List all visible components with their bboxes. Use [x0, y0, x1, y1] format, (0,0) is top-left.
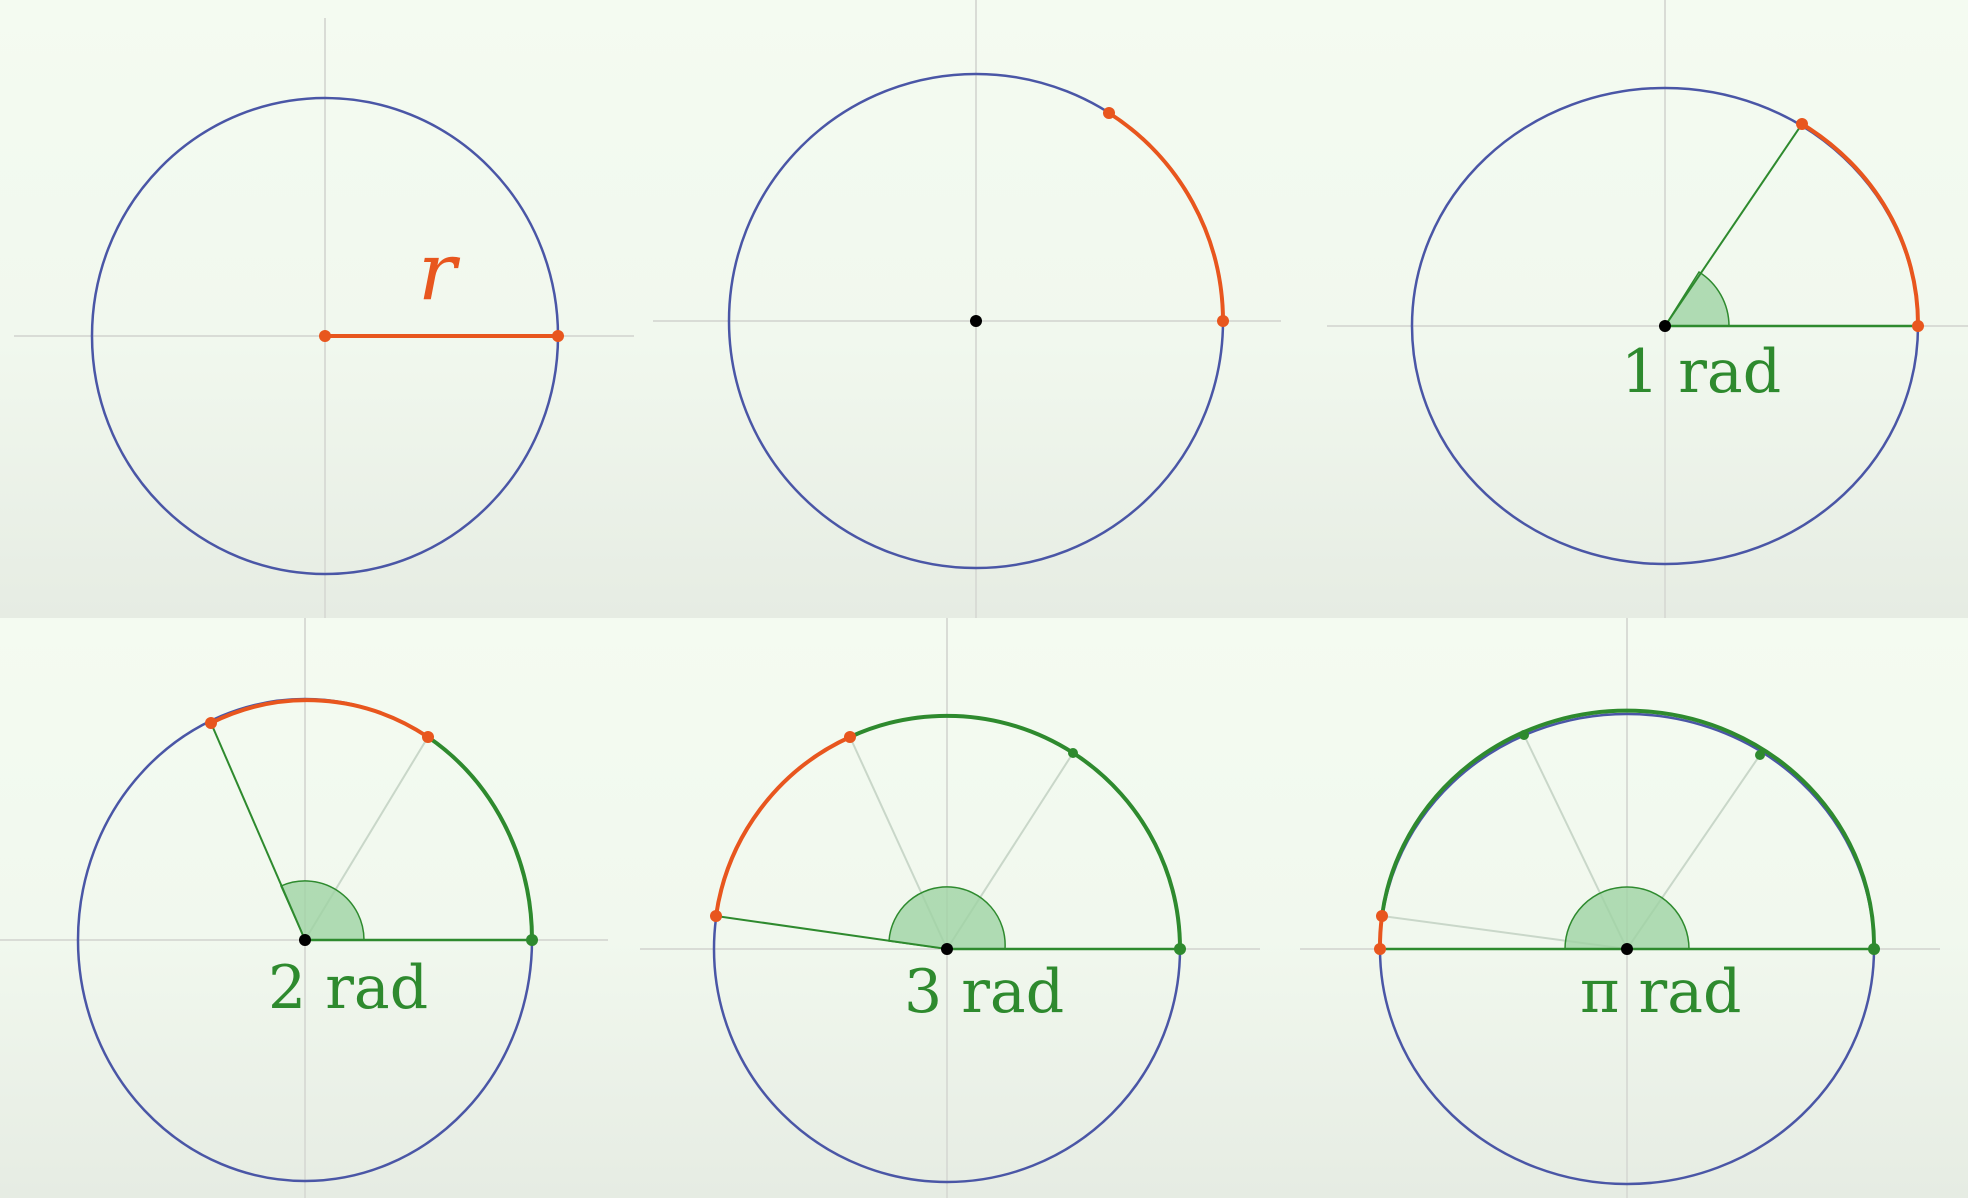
panel-arc-length-r: [653, 0, 1281, 618]
radius-label: r: [418, 225, 457, 318]
arc-end-point: [710, 910, 722, 922]
center-point: [299, 934, 311, 946]
center-point: [1621, 943, 1633, 955]
panel-one-radian-drawing: [1327, 0, 1968, 618]
three-radian-point: [1376, 910, 1388, 922]
one-radian-point: [422, 731, 434, 743]
arc-end-point: [1103, 107, 1115, 119]
panel-arc-drawing: [653, 0, 1281, 618]
arc-third-radian: [714, 735, 851, 917]
radius-spoke: [1664, 123, 1803, 327]
panel-three-radians-drawing: [640, 618, 1260, 1198]
arc-start-point: [526, 934, 538, 946]
one-radian-point: [1068, 748, 1078, 758]
angle-sector: [1564, 886, 1690, 950]
arc-end-point: [1374, 943, 1386, 955]
arc-start-point: [1868, 943, 1880, 955]
arc-start-point: [1174, 943, 1186, 955]
arc-length-r: [1107, 111, 1225, 322]
panel-two-radians-drawing: [0, 618, 608, 1198]
panel-pi-radians: π rad: [1280, 618, 1968, 1198]
arc-first-radian: [426, 735, 535, 941]
center-point: [970, 315, 982, 327]
panel-two-radians: 2 rad: [0, 618, 620, 1198]
angle-caption: 3 rad: [904, 957, 1065, 1027]
panel-one-radian: 1 rad: [1281, 0, 1968, 618]
angle-caption: 2 rad: [268, 953, 429, 1023]
panel-radius: r: [0, 0, 653, 618]
two-radian-point: [844, 731, 856, 743]
panel-pi-radians-drawing: [1300, 618, 1940, 1198]
radius-endpoint: [552, 330, 564, 342]
radius-spoke: [715, 915, 948, 950]
angle-sector: [280, 880, 365, 941]
angle-caption: π rad: [1580, 957, 1742, 1027]
two-radian-point: [1519, 730, 1529, 740]
panel-three-radians: 3 rad: [620, 618, 1280, 1198]
panel-radius-drawing: [14, 18, 634, 618]
arc-end-point: [205, 717, 217, 729]
arc-start-point: [1912, 320, 1924, 332]
center-point: [1659, 320, 1671, 332]
arc-start-point: [1217, 315, 1229, 327]
arc-second-radian: [210, 698, 430, 739]
arc-one-radian: [1800, 122, 1921, 327]
arc-end-point: [1796, 118, 1808, 130]
center-point: [941, 943, 953, 955]
radius-spoke: [210, 722, 306, 941]
angle-sector: [888, 886, 1006, 950]
one-radian-point: [1755, 750, 1765, 760]
angle-caption: 1 rad: [1621, 337, 1782, 407]
center-point: [319, 330, 331, 342]
arc-three-radians: [1380, 708, 1877, 950]
